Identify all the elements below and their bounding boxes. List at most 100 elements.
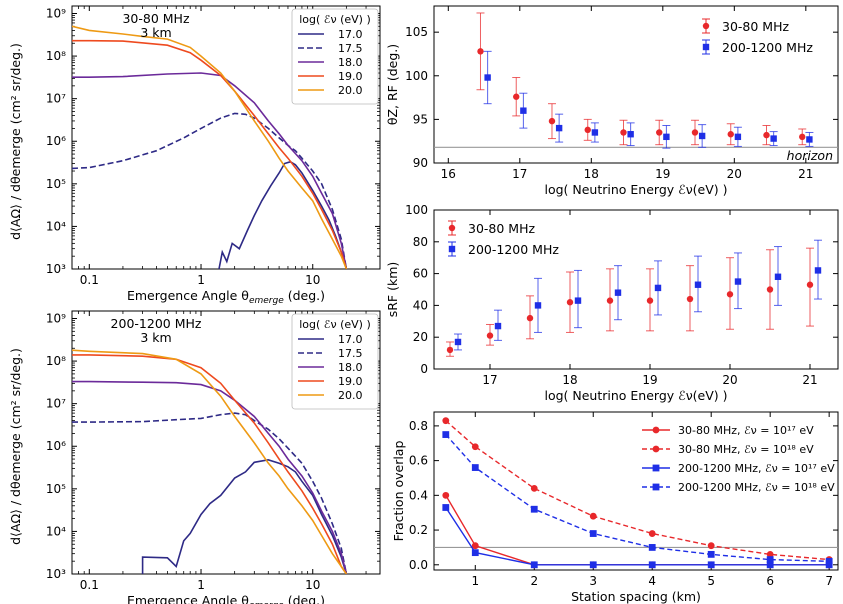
data-point [471, 549, 479, 557]
data-point [766, 556, 774, 563]
x-tick-label: 10 [305, 273, 320, 287]
data-point [513, 93, 520, 100]
series-line-18-0 [72, 380, 348, 574]
x-axis-label-sub: emerge [249, 296, 284, 306]
legend-label: 200-1200 MHz [468, 242, 559, 257]
series-line-17-0 [218, 160, 348, 269]
x-axis-label-tail: (deg.) [284, 593, 325, 604]
y-tick-label: 10⁶ [46, 134, 66, 148]
legend-label: 19.0 [338, 375, 363, 388]
x-tick-label: 6 [766, 574, 774, 588]
series-line-18-0 [72, 72, 348, 269]
x-axis-label: log( Neutrino Energy ℰν(eV) ) [544, 182, 727, 197]
series-line [445, 507, 830, 566]
x-axis-label: log( Neutrino Energy ℰν(eV) ) [544, 388, 727, 403]
data-point [806, 281, 814, 288]
legend-label: 30-80 MHz [468, 221, 535, 236]
data-point [442, 491, 450, 499]
series-line [445, 434, 830, 562]
x-tick-label: 5 [707, 574, 715, 588]
legend-label: 200-1200 MHz [722, 40, 813, 55]
data-point [799, 133, 806, 141]
y-tick-label: 10⁸ [46, 49, 66, 63]
y-axis-label: d⟨AΩ⟩ / dθemerge (cm² sr/deg.) [8, 348, 23, 545]
legend: log( ℰν (eV) ) 17.017.518.019.020.0 [291, 313, 379, 410]
data-point [471, 542, 479, 550]
plot-frame [71, 5, 381, 270]
data-point [663, 133, 670, 141]
data-point [774, 273, 782, 280]
data-point [763, 131, 770, 139]
x-tick-label: 7 [825, 574, 833, 588]
x-tick-label: 18 [562, 373, 577, 387]
series-0 [476, 12, 807, 146]
legend-label: 17.0 [338, 28, 363, 41]
legend-label: 30-80 MHz [722, 19, 789, 34]
data-point [648, 530, 656, 537]
series-line-20-0 [72, 25, 348, 269]
panel-annotation: 30-80 MHz [122, 11, 189, 26]
series-line-17-5 [72, 112, 348, 269]
data-point [477, 48, 484, 55]
axes-overlap: 1 2 3 4 5 6 7 0.0 0.2 0.4 0.6 0.8 Station spacing (k… [391, 411, 839, 604]
y-tick-label: 10⁸ [46, 354, 66, 368]
y-tick-label: 0.4 [409, 488, 428, 502]
x-tick-label: 20 [722, 373, 737, 387]
y-tick-label: 0.0 [409, 558, 428, 572]
data-point [648, 544, 656, 551]
data-point [442, 431, 450, 438]
x-tick-label: 10 [305, 578, 320, 592]
legend-marker [448, 224, 456, 232]
y-tick-label: 0 [420, 362, 428, 376]
x-axis-label-sub: emerge [249, 601, 284, 604]
series-1 [454, 239, 822, 351]
data-point [548, 117, 556, 125]
data-point [486, 332, 494, 339]
y-tick-label: 10⁷ [46, 397, 66, 411]
horizon-label: horizon [787, 148, 833, 163]
data-point [530, 484, 538, 492]
data-point [446, 346, 454, 354]
series-1 [483, 50, 814, 149]
axes-emergence_3080: 0.1 1 10 10³ 10⁴ 10⁵ 10⁶ 10⁷ 10⁸ 10⁹ Emergence Ang… [8, 5, 381, 306]
legend-marker [702, 43, 710, 51]
series-line-17-5 [72, 412, 348, 574]
legend-title: log( ℰν (eV) ) [299, 318, 371, 331]
series-3 [442, 431, 833, 565]
data-point [530, 505, 538, 513]
x-tick-label: 2 [530, 574, 538, 588]
panel-annotation: 200-1200 MHz [111, 316, 202, 331]
x-tick-label: 0.1 [80, 273, 99, 287]
y-tick-label: 20 [413, 330, 428, 344]
data-point [484, 74, 491, 81]
axes-s_rf: 17 18 19 20 21 0 20 40 60 80 100 log( Neutrino Ener… [385, 203, 839, 403]
data-point [606, 297, 614, 304]
data-point [766, 561, 774, 569]
data-point [770, 135, 777, 142]
data-point [442, 417, 450, 425]
legend-label: 18.0 [338, 361, 363, 374]
y-tick-label: 60 [413, 267, 428, 281]
data-point [627, 131, 634, 138]
x-tick-label: 4 [648, 574, 656, 588]
data-point [614, 289, 622, 296]
y-tick-label: 10⁵ [46, 482, 66, 496]
legend-marker [702, 22, 710, 30]
legend: log( ℰν (eV) ) 17.017.518.019.020.0 [291, 8, 379, 105]
data-point [656, 129, 663, 136]
data-point [471, 464, 479, 471]
x-tick-label: 0.1 [80, 578, 99, 592]
x-axis-label: Emergence Angle θemerge (deg.) [127, 288, 325, 306]
series-line-20-0 [72, 349, 348, 574]
legend-label: 30-80 MHz, ℰν = 10¹⁸ eV [678, 443, 814, 456]
x-tick-label: 18 [584, 167, 599, 181]
x-tick-label: 17 [482, 373, 497, 387]
data-point [654, 284, 662, 292]
data-point [555, 124, 563, 132]
y-tick-label: 100 [405, 203, 428, 217]
legend-marker [652, 483, 660, 491]
y-tick-label: 10⁹ [46, 6, 66, 20]
data-point [806, 136, 813, 143]
series-line-19-0 [72, 39, 348, 269]
x-axis-label-main: log( Neutrino Energy ℰν(eV) ) [544, 182, 727, 197]
